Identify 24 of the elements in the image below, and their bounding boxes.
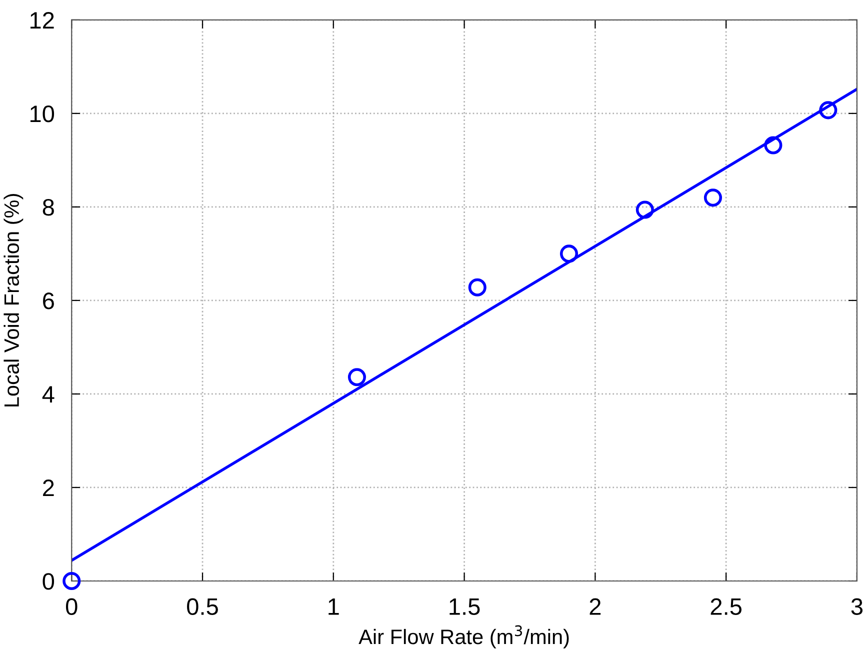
x-tick-label: 3 — [851, 598, 862, 616]
x-tick-label: 1 — [328, 598, 339, 615]
y-axis-title: Local Void Fraction (%) — [4, 194, 24, 406]
point — [819, 101, 838, 120]
point — [560, 244, 578, 263]
point — [764, 136, 782, 154]
y-tick-label: 8 — [42, 199, 54, 216]
y-tick-label: 10 — [30, 106, 54, 122]
y-tick-label: 0 — [42, 573, 54, 590]
x-tick-label: 0 — [66, 598, 78, 616]
y-tick-label: 2 — [43, 480, 54, 496]
point — [704, 188, 722, 207]
point — [468, 278, 486, 296]
point — [348, 368, 366, 386]
point — [62, 572, 81, 590]
x-tick-label: 0.5 — [187, 598, 218, 616]
x-tick-label: 2 — [590, 598, 601, 615]
x-axis-title: Air Flow Rate (m$^{3}$/min) — [358, 625, 569, 648]
y-tick-label: 4 — [42, 386, 54, 403]
y-tick-label: 6 — [43, 292, 54, 310]
y-tick-label: 12 — [30, 12, 54, 28]
x-tick-label: 2.5 — [710, 598, 742, 616]
point — [636, 200, 654, 219]
x-tick-label: 1.5 — [450, 598, 480, 616]
